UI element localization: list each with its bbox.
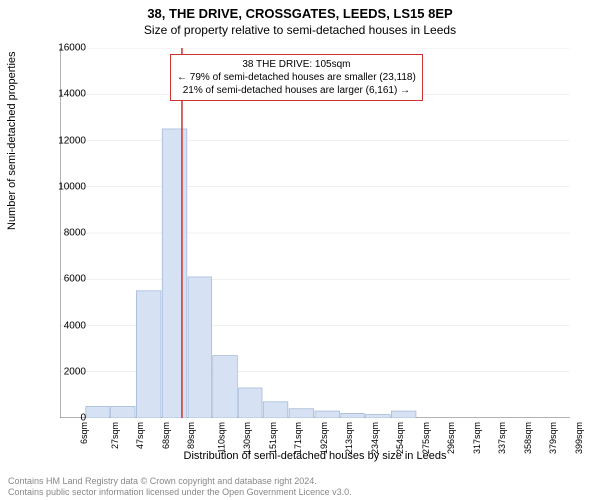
chart-area: 38 THE DRIVE: 105sqm ← 79% of semi-detac… bbox=[60, 48, 570, 418]
x-tick-label: 399sqm bbox=[574, 422, 584, 454]
y-tick-label: 12000 bbox=[46, 135, 86, 146]
chart-subtitle: Size of property relative to semi-detach… bbox=[0, 21, 600, 37]
annotation-box: 38 THE DRIVE: 105sqm ← 79% of semi-detac… bbox=[170, 54, 423, 101]
footer-line2: Contains public sector information licen… bbox=[8, 487, 352, 498]
histogram-bar bbox=[213, 356, 238, 418]
histogram-bar bbox=[162, 129, 187, 418]
x-tick-label: 47sqm bbox=[135, 422, 145, 449]
y-tick-label: 2000 bbox=[46, 366, 86, 377]
histogram-bar bbox=[263, 402, 288, 418]
annotation-line2: ← 79% of semi-detached houses are smalle… bbox=[177, 71, 416, 84]
x-tick-label: 27sqm bbox=[110, 422, 120, 449]
footer-line1: Contains HM Land Registry data © Crown c… bbox=[8, 476, 352, 487]
chart-container: 38, THE DRIVE, CROSSGATES, LEEDS, LS15 8… bbox=[0, 0, 600, 500]
histogram-bar bbox=[136, 291, 161, 418]
y-tick-label: 8000 bbox=[46, 228, 86, 239]
y-tick-label: 14000 bbox=[46, 89, 86, 100]
histogram-bar bbox=[289, 409, 314, 418]
annotation-line1: 38 THE DRIVE: 105sqm bbox=[177, 58, 416, 71]
histogram-bar bbox=[188, 277, 211, 418]
x-tick-label: 110sqm bbox=[216, 422, 226, 453]
histogram-bar bbox=[391, 411, 416, 418]
histogram-bar bbox=[239, 388, 262, 418]
x-axis-label: Distribution of semi-detached houses by … bbox=[60, 450, 570, 462]
y-tick-label: 10000 bbox=[46, 181, 86, 192]
x-tick-label: 89sqm bbox=[186, 422, 196, 449]
footer-attribution: Contains HM Land Registry data © Crown c… bbox=[8, 476, 352, 498]
x-tick-label: 68sqm bbox=[161, 422, 171, 449]
histogram-bar bbox=[315, 411, 340, 418]
annotation-line3: 21% of semi-detached houses are larger (… bbox=[177, 84, 416, 97]
y-tick-label: 4000 bbox=[46, 320, 86, 331]
histogram-plot bbox=[60, 48, 570, 418]
histogram-bar bbox=[366, 415, 391, 418]
y-tick-label: 6000 bbox=[46, 274, 86, 285]
chart-title: 38, THE DRIVE, CROSSGATES, LEEDS, LS15 8… bbox=[0, 0, 600, 21]
x-tick-label: 6sqm bbox=[79, 422, 89, 444]
y-tick-label: 16000 bbox=[46, 43, 86, 54]
y-axis-label: Number of semi-detached properties bbox=[6, 51, 18, 230]
histogram-bar bbox=[86, 406, 109, 418]
histogram-bar bbox=[341, 413, 364, 418]
histogram-bar bbox=[111, 406, 136, 418]
